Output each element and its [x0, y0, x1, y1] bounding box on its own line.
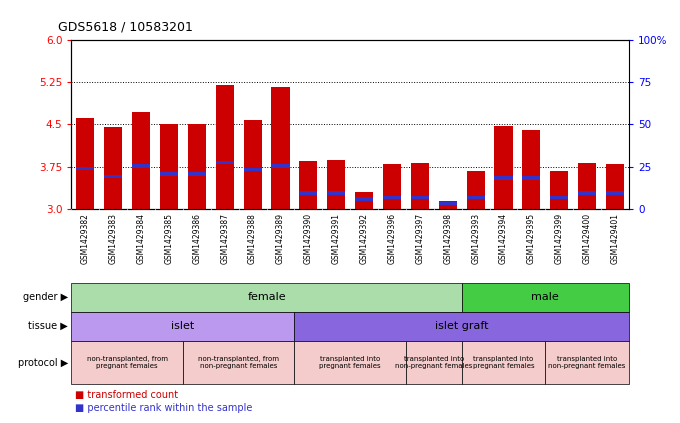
Text: GSM1429396: GSM1429396	[388, 213, 396, 264]
Bar	[76, 118, 95, 209]
Bar	[545, 341, 629, 384]
Bar	[216, 161, 234, 165]
Bar	[522, 130, 541, 209]
Text: islet: islet	[171, 321, 194, 331]
Text: transplanted into
non-pregnant females: transplanted into non-pregnant females	[549, 356, 626, 369]
Text: non-transplanted, from
non-pregnant females: non-transplanted, from non-pregnant fema…	[198, 356, 279, 369]
Bar	[327, 192, 345, 195]
Bar	[494, 176, 513, 180]
Bar	[578, 192, 596, 195]
Text: GSM1429390: GSM1429390	[304, 213, 313, 264]
Bar	[355, 192, 373, 209]
Text: islet graft: islet graft	[435, 321, 488, 331]
Text: male: male	[532, 292, 559, 302]
Text: GSM1429392: GSM1429392	[360, 213, 369, 264]
Bar	[462, 283, 629, 312]
Text: GDS5618 / 10583201: GDS5618 / 10583201	[58, 20, 192, 33]
Bar	[132, 112, 150, 209]
Bar	[406, 341, 462, 384]
Text: transplanted into
non-pregnant females: transplanted into non-pregnant females	[395, 356, 473, 369]
Bar	[439, 202, 457, 205]
Bar	[160, 124, 178, 209]
Bar	[271, 165, 290, 168]
Bar	[550, 196, 568, 199]
Bar	[71, 341, 183, 384]
Bar	[383, 196, 401, 199]
Bar	[578, 163, 596, 209]
Bar	[494, 126, 513, 209]
Bar	[132, 165, 150, 168]
Text: protocol ▶: protocol ▶	[18, 358, 68, 368]
Bar	[299, 192, 318, 195]
Bar	[243, 168, 262, 171]
Text: GSM1429394: GSM1429394	[499, 213, 508, 264]
Bar	[606, 164, 624, 209]
Bar	[243, 121, 262, 209]
Bar	[160, 172, 178, 176]
Text: GSM1429391: GSM1429391	[332, 213, 341, 264]
Text: GSM1429386: GSM1429386	[192, 213, 201, 264]
Bar	[550, 170, 568, 209]
Text: GSM1429389: GSM1429389	[276, 213, 285, 264]
Bar	[355, 197, 373, 201]
Bar	[71, 283, 462, 312]
Bar	[466, 196, 485, 199]
Text: GSM1429400: GSM1429400	[583, 213, 592, 264]
Bar	[188, 172, 206, 176]
Bar	[411, 196, 429, 199]
Text: tissue ▶: tissue ▶	[29, 321, 68, 331]
Bar	[76, 167, 95, 170]
Bar	[71, 312, 294, 341]
Bar	[522, 176, 541, 180]
Text: GSM1429395: GSM1429395	[527, 213, 536, 264]
Bar	[411, 163, 429, 209]
Text: GSM1429393: GSM1429393	[471, 213, 480, 264]
Text: GSM1429398: GSM1429398	[443, 213, 452, 264]
Text: GSM1429384: GSM1429384	[137, 213, 146, 264]
Bar	[606, 192, 624, 195]
Bar	[104, 127, 122, 209]
Text: GSM1429388: GSM1429388	[248, 213, 257, 264]
Bar	[462, 341, 545, 384]
Text: GSM1429382: GSM1429382	[81, 213, 90, 264]
Text: GSM1429387: GSM1429387	[220, 213, 229, 264]
Bar	[383, 164, 401, 209]
Text: GSM1429399: GSM1429399	[555, 213, 564, 264]
Bar	[439, 201, 457, 209]
Text: non-transplanted, from
pregnant females: non-transplanted, from pregnant females	[86, 356, 168, 369]
Text: GSM1429397: GSM1429397	[415, 213, 424, 264]
Text: transplanted into
pregnant females: transplanted into pregnant females	[473, 356, 534, 369]
Text: GSM1429401: GSM1429401	[611, 213, 619, 264]
Text: female: female	[248, 292, 286, 302]
Bar	[183, 341, 294, 384]
Text: GSM1429383: GSM1429383	[109, 213, 118, 264]
Text: ■ transformed count: ■ transformed count	[75, 390, 178, 400]
Bar	[294, 312, 629, 341]
Text: GSM1429385: GSM1429385	[165, 213, 173, 264]
Bar	[216, 85, 234, 209]
Bar	[188, 124, 206, 209]
Bar	[299, 161, 318, 209]
Text: gender ▶: gender ▶	[23, 292, 68, 302]
Bar	[327, 160, 345, 209]
Text: ■ percentile rank within the sample: ■ percentile rank within the sample	[75, 403, 252, 413]
Bar	[466, 170, 485, 209]
Bar	[271, 87, 290, 209]
Text: transplanted into
pregnant females: transplanted into pregnant females	[320, 356, 381, 369]
Bar	[104, 175, 122, 178]
Bar	[294, 341, 406, 384]
